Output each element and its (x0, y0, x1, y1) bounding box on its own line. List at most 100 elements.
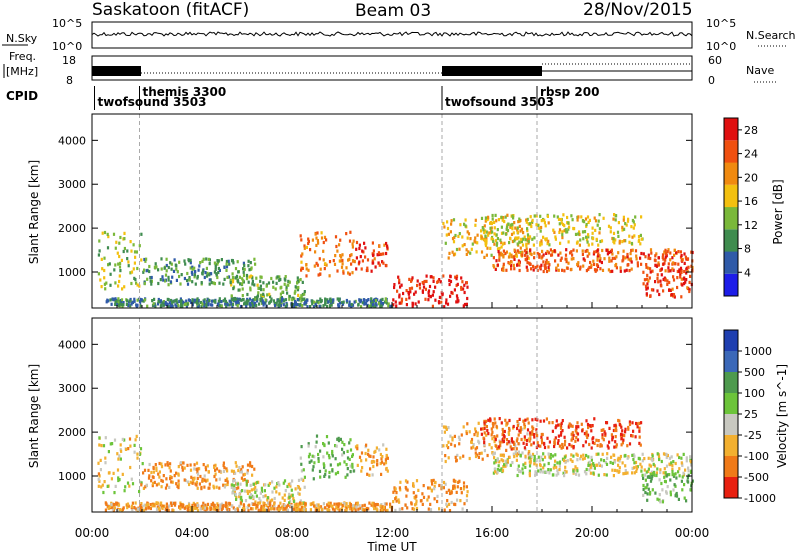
echo-cell (630, 248, 633, 253)
echo-cell (448, 502, 451, 506)
echo-cell (248, 275, 251, 279)
echo-cell (192, 505, 195, 510)
echo-cell (429, 295, 432, 299)
echo-cell (347, 505, 350, 509)
echo-cell (226, 482, 229, 487)
echo-cell (222, 461, 225, 465)
echo-cell (406, 488, 409, 492)
echo-cell (411, 301, 414, 305)
echo-cell (456, 485, 459, 489)
echo-cell (510, 260, 513, 264)
echo-cell (490, 427, 493, 431)
echo-cell (210, 506, 213, 511)
echo-cell (367, 448, 370, 452)
echo-cell (378, 263, 381, 267)
echo-cell (593, 250, 596, 254)
x-tick-label: 12:00 (375, 526, 410, 540)
echo-cell (686, 479, 689, 483)
echo-cell (501, 469, 505, 473)
echo-cell (332, 259, 335, 263)
echo-cell (394, 300, 397, 304)
echo-cell (501, 427, 504, 432)
echo-cell (153, 297, 156, 301)
echo-cell (178, 260, 181, 264)
echo-cell (540, 438, 543, 442)
echo-cell (326, 298, 329, 302)
echo-cell (672, 268, 675, 272)
echo-cell (613, 468, 617, 472)
echo-cell (677, 262, 680, 266)
echo-cell (260, 275, 263, 279)
echo-cell (130, 477, 133, 481)
echo-cell (364, 246, 367, 250)
echo-cell (170, 267, 173, 271)
echo-cell (573, 468, 576, 472)
echo-cell (124, 485, 127, 489)
echo-cell (368, 454, 371, 458)
echo-cell (424, 287, 427, 291)
echo-cell (279, 286, 282, 290)
echo-cell (562, 222, 565, 227)
echo-cell (225, 262, 228, 266)
echo-cell (652, 462, 655, 466)
echo-cell (382, 261, 385, 265)
echo-cell (429, 502, 432, 506)
echo-cell (678, 467, 681, 471)
echo-cell (621, 228, 624, 232)
echo-cell (370, 269, 373, 273)
echo-cell (556, 263, 560, 267)
echo-cell (408, 277, 411, 281)
echo-cell (500, 421, 503, 425)
echo-cell (445, 502, 448, 506)
echo-cell (625, 268, 628, 272)
echo-cell (361, 259, 364, 263)
echo-cell (159, 503, 162, 507)
echo-cell (127, 447, 130, 451)
echo-cell (619, 457, 622, 461)
echo-cell (492, 425, 495, 429)
echo-cell (139, 504, 142, 508)
echo-cell (667, 262, 670, 266)
echo-cell (293, 503, 296, 507)
echo-cell (451, 250, 454, 254)
echo-cell (332, 298, 335, 302)
x-tick-label: 20:00 (575, 526, 610, 540)
echo-cell (118, 299, 121, 303)
echo-cell (667, 266, 670, 270)
echo-cell (468, 430, 471, 434)
echo-cell (221, 504, 224, 508)
echo-cell (142, 486, 145, 490)
echo-cell (111, 507, 114, 511)
cpid-mode-list: twofsound 3503 themis 3300 twofsound 350… (94, 85, 599, 110)
echo-cell (284, 305, 287, 309)
echo-cell (447, 446, 450, 450)
colorbar-tick-label: 100 (744, 387, 765, 400)
echo-cell (553, 230, 556, 234)
echo-cell (249, 261, 252, 265)
echo-cell (509, 225, 512, 229)
echo-cell (436, 494, 439, 498)
echo-cell (127, 264, 130, 268)
echo-cell (360, 469, 363, 473)
echo-cell (676, 453, 679, 457)
echo-cell (555, 424, 558, 428)
echo-cell (471, 242, 474, 246)
echo-cell (317, 273, 320, 277)
echo-cell (248, 297, 252, 301)
echo-cell (529, 215, 532, 219)
colorbar-segment (724, 372, 738, 393)
echo-cell (313, 455, 316, 459)
echo-cell (685, 278, 688, 282)
echo-cell (576, 467, 579, 471)
echo-cell (348, 441, 351, 445)
echo-cell (443, 225, 446, 229)
echo-cell (334, 254, 337, 258)
echo-cell (495, 259, 498, 263)
echo-cell (540, 242, 543, 246)
echo-cell (611, 256, 614, 260)
echo-cell (598, 213, 601, 217)
echo-cell (147, 503, 150, 507)
echo-cell (542, 235, 545, 239)
echo-cell (109, 272, 112, 276)
echo-cell (642, 483, 645, 488)
